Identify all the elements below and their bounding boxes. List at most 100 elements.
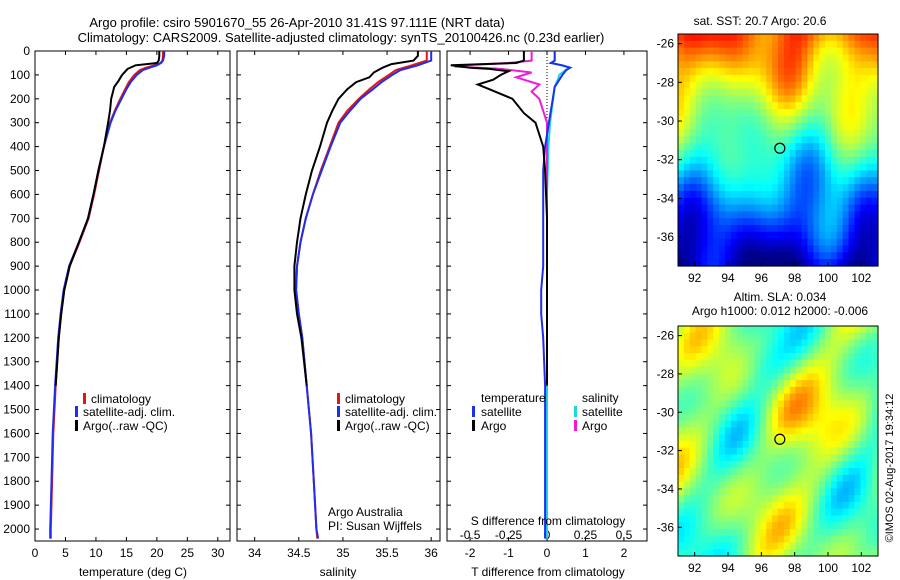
map-cell: [801, 393, 809, 402]
map-cell: [854, 122, 861, 131]
map-cell: [836, 400, 844, 408]
map-cell: [689, 156, 697, 165]
map-cell: [683, 515, 691, 523]
map-cell: [719, 359, 726, 368]
map-cell: [707, 54, 714, 62]
depth-tick-label: 900: [10, 259, 30, 273]
argo-line: [293, 51, 419, 386]
map-cell: [689, 346, 697, 354]
map-cell: [713, 245, 720, 253]
map-cell: [795, 454, 803, 462]
map-cell: [725, 501, 732, 510]
map-cell: [713, 136, 720, 144]
map-cell: [689, 461, 697, 469]
map-cell: [748, 68, 756, 76]
map-y-tick-label: -36: [657, 230, 675, 244]
map-cell: [713, 197, 720, 206]
map-cell: [783, 156, 791, 165]
map-cell: [760, 150, 767, 158]
map-cell: [830, 225, 838, 233]
map-cell: [836, 373, 844, 381]
map-cell: [701, 353, 709, 361]
map-cell: [778, 150, 785, 158]
map-cell: [695, 136, 703, 144]
map-cell: [783, 515, 791, 523]
map-cell: [778, 488, 785, 496]
map-cell: [736, 468, 744, 476]
map-cell: [730, 74, 738, 83]
map-cell: [789, 400, 797, 408]
map-cell: [766, 34, 773, 42]
map-cell: [807, 441, 814, 449]
map-cell: [760, 386, 767, 395]
map-cell: [719, 461, 726, 469]
map-cell: [772, 326, 779, 334]
map-cell: [736, 54, 744, 62]
map-cell: [813, 332, 820, 341]
map-cell: [795, 102, 803, 110]
map-cell: [707, 481, 714, 489]
map-cell: [736, 441, 744, 449]
map-cell: [807, 535, 814, 544]
map-cell: [736, 115, 744, 124]
map-cell: [725, 468, 732, 476]
map-cell: [730, 461, 738, 469]
map-cell: [701, 122, 709, 131]
map-cell: [742, 353, 750, 361]
map-cell: [760, 373, 767, 381]
map-cell: [707, 184, 714, 192]
map-cell: [819, 54, 826, 62]
map-cell: [795, 427, 803, 435]
map-cell: [836, 238, 844, 247]
map-cell: [748, 373, 756, 381]
map-cell: [813, 447, 820, 456]
map-cell: [772, 225, 779, 233]
map-cell: [807, 150, 814, 158]
map-cell: [754, 522, 761, 530]
map-cell: [772, 252, 779, 260]
map-cell: [819, 143, 826, 151]
map-cell: [701, 61, 709, 69]
map-cell: [707, 156, 714, 165]
depth-tick-labels: 0100200300400500600700800900100011001200…: [3, 44, 647, 536]
map-cell: [730, 238, 738, 247]
map-cell: [695, 197, 703, 206]
map-cell: [789, 259, 797, 267]
map-cell: [736, 259, 744, 267]
map-cell: [730, 102, 738, 110]
map-cell: [836, 252, 844, 260]
map-cell: [872, 190, 879, 199]
map-cell: [795, 508, 803, 517]
map-cell: [689, 238, 697, 247]
map-cell: [742, 366, 750, 374]
map-cell: [872, 136, 879, 144]
map-cell: [819, 474, 826, 483]
map-cell: [760, 353, 767, 361]
map-cell: [725, 109, 732, 117]
map-cell: [713, 549, 720, 557]
map-cell: [707, 143, 714, 151]
map-cell: [719, 177, 726, 185]
map-cell: [813, 225, 820, 233]
map-cell: [742, 34, 750, 42]
map-cell: [866, 373, 873, 381]
map-cell: [683, 427, 691, 435]
map-cell: [748, 40, 756, 49]
map-cell: [801, 353, 809, 361]
map-cell: [801, 68, 809, 76]
map-cell: [678, 353, 685, 361]
map-cell: [825, 373, 832, 381]
map-cell: [848, 68, 856, 76]
map-cell: [842, 54, 850, 62]
map-cell: [836, 68, 844, 76]
map-cell: [836, 197, 844, 206]
map-cell: [842, 515, 850, 523]
map-cell: [742, 190, 750, 199]
map-cell: [807, 88, 814, 97]
map-cell: [795, 488, 803, 496]
map-cell: [742, 549, 750, 557]
map-cell: [736, 129, 744, 137]
map-cell: [842, 380, 850, 388]
map-cell: [742, 495, 750, 503]
map-cell: [725, 366, 732, 374]
